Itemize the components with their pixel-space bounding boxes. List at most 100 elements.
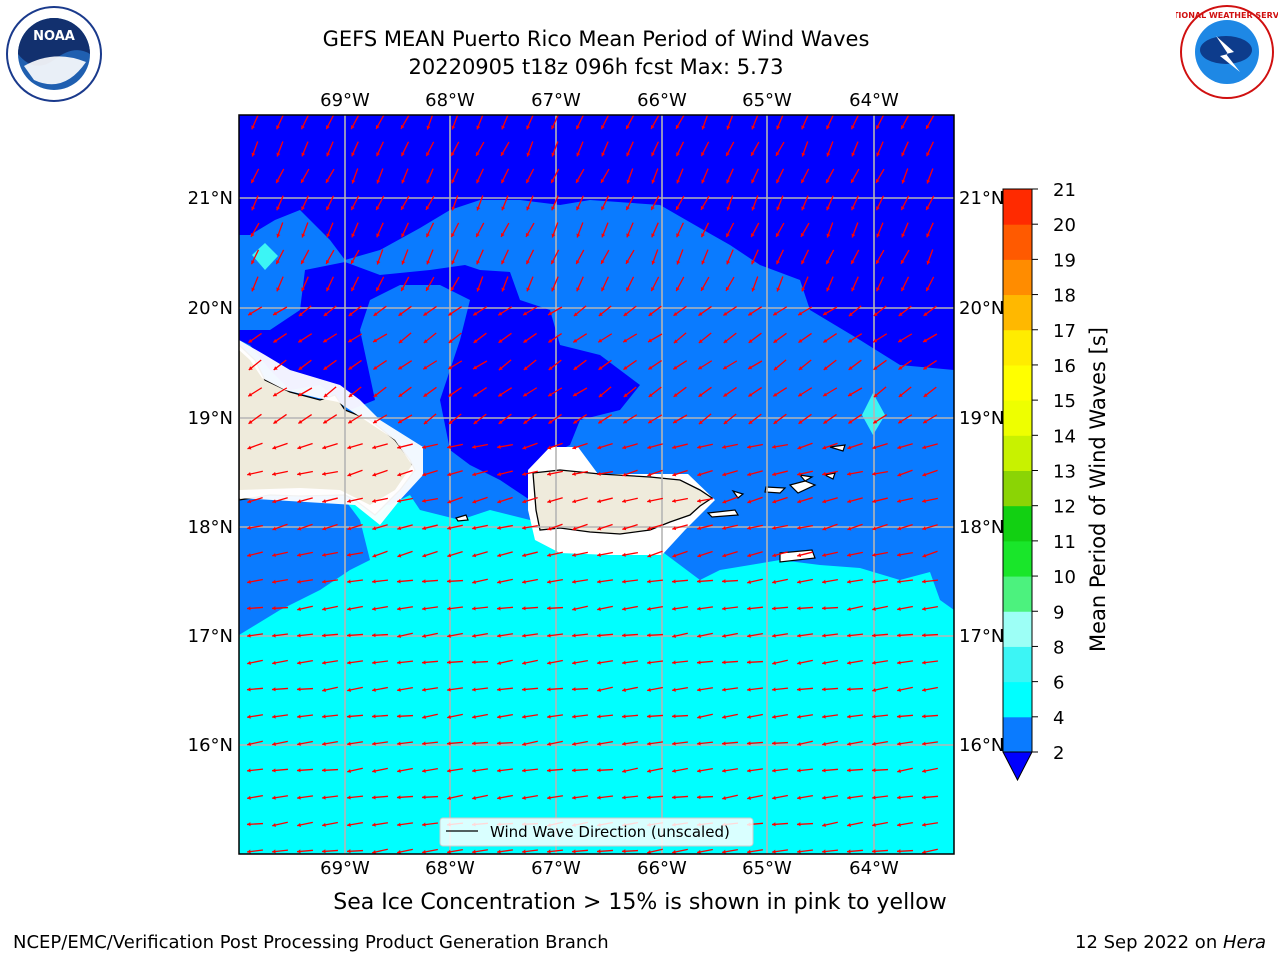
wave-direction-arrowhead [872, 795, 876, 800]
wave-direction-arrowhead [273, 419, 278, 424]
wave-direction-arrowhead [897, 660, 901, 665]
wave-direction-arrowhead [651, 152, 655, 157]
wave-direction-arrowhead [797, 579, 801, 584]
wave-direction-arrowhead [247, 553, 252, 558]
wave-direction-arrowhead [548, 366, 553, 370]
wave-direction-arrowhead [325, 259, 330, 264]
wave-direction-arrowhead [447, 714, 451, 719]
wave-direction-arrowhead [822, 553, 827, 558]
wave-direction-arrowhead [673, 339, 678, 344]
wave-direction-arrowhead [397, 553, 402, 558]
wave-direction-arrowhead [622, 445, 627, 450]
wave-direction-arrowhead [823, 338, 828, 343]
wave-direction-arrowhead [748, 311, 753, 316]
wave-direction-arrowhead [422, 606, 426, 611]
wave-direction-arrowhead [597, 471, 601, 476]
wave-direction-arrowhead [597, 633, 601, 638]
wave-direction-arrowhead [647, 498, 651, 503]
wave-direction-arrowhead [322, 714, 326, 719]
wave-direction-arrowhead [326, 206, 330, 211]
wave-direction-arrowhead [601, 206, 605, 211]
wave-direction-arrowhead [372, 606, 376, 611]
wave-direction-arrowhead [872, 445, 877, 450]
wave-direction-arrowhead [398, 339, 403, 344]
wave-direction-arrowhead [350, 259, 355, 264]
wave-direction-arrowhead [700, 286, 705, 291]
wave-direction-arrowhead [623, 365, 628, 370]
wave-direction-arrowhead [722, 633, 726, 638]
wave-direction-arrowhead [347, 472, 352, 477]
wave-direction-arrowhead [572, 552, 576, 557]
wave-direction-arrowhead [376, 152, 380, 157]
wave-direction-arrowhead [323, 312, 328, 317]
colorbar-tick-label: 6 [1053, 673, 1064, 694]
wave-direction-arrowhead [697, 553, 702, 558]
wave-direction-arrowhead [851, 125, 855, 130]
wave-direction-arrowhead [898, 365, 903, 370]
wave-direction-arrowhead [897, 499, 902, 504]
wave-direction-arrowhead [772, 714, 776, 719]
colorbar-tick-label: 10 [1053, 567, 1076, 588]
wave-direction-arrowhead [751, 125, 756, 130]
wave-direction-arrowhead [747, 741, 751, 746]
wave-direction-arrowhead [423, 311, 428, 316]
wave-direction-arrowhead [701, 152, 705, 157]
wave-direction-arrowhead [497, 579, 501, 584]
wave-direction-arrowhead [801, 260, 805, 265]
wave-direction-arrowhead [622, 552, 626, 557]
wave-direction-arrowhead [601, 152, 606, 157]
wave-direction-arrowhead [522, 579, 526, 584]
wave-direction-arrowhead [447, 687, 451, 692]
wave-direction-arrowhead [247, 525, 251, 530]
wave-direction-arrowhead [673, 419, 678, 424]
wave-direction-arrowhead [698, 339, 703, 344]
wave-direction-arrowhead [272, 633, 276, 638]
wave-direction-arrowhead [476, 179, 480, 184]
wave-direction-arrowhead [922, 795, 926, 800]
wave-direction-arrowhead [476, 287, 481, 292]
footer-date: 12 Sep 2022 on Hera [1075, 932, 1266, 953]
wave-direction-arrowhead [872, 688, 877, 693]
wave-direction-arrowhead [622, 741, 626, 746]
wave-direction-arrowhead [897, 552, 901, 557]
wave-direction-arrowhead [672, 472, 677, 477]
wave-direction-arrowhead [372, 850, 377, 854]
wave-direction-arrowhead [426, 152, 430, 157]
wave-direction-arrowhead [798, 420, 803, 424]
wave-direction-arrowhead [297, 741, 301, 746]
wave-direction-arrowhead [347, 769, 352, 774]
wave-direction-arrowhead [847, 526, 852, 531]
wave-direction-arrowhead [398, 365, 403, 370]
wave-direction-arrowhead [373, 393, 378, 397]
wave-direction-arrowhead [572, 768, 576, 773]
wave-direction-arrowhead [498, 392, 503, 397]
wave-direction-arrowhead [401, 152, 405, 157]
wave-direction-arrowhead [547, 553, 552, 558]
wave-direction-arrowhead [572, 795, 576, 800]
wave-direction-arrowhead [247, 499, 252, 504]
wave-direction-arrowhead [373, 338, 378, 343]
wave-direction-arrowhead [747, 633, 751, 638]
wave-direction-arrowhead [722, 444, 726, 449]
wave-direction-arrowhead [701, 125, 706, 130]
wave-direction-arrowhead [598, 393, 603, 398]
wave-direction-arrowhead [497, 768, 501, 773]
wave-direction-arrowhead [401, 233, 405, 238]
wave-direction-arrowhead [723, 311, 728, 316]
colorbar-tick-label: 18 [1053, 286, 1076, 307]
wave-direction-arrowhead [851, 260, 855, 265]
wave-direction-arrowhead [551, 287, 556, 292]
wave-direction-arrowhead [522, 606, 526, 611]
wave-direction-arrowhead [447, 796, 452, 801]
wave-direction-arrowhead [322, 768, 326, 773]
wave-direction-arrowhead [572, 471, 576, 476]
wave-direction-arrowhead [848, 312, 853, 317]
wave-direction-arrowhead [747, 714, 751, 719]
wave-direction-arrowhead [276, 287, 281, 292]
wave-direction-arrowhead [476, 206, 481, 211]
wave-direction-arrowhead [897, 822, 901, 827]
wave-direction-arrowhead [397, 526, 402, 531]
wave-direction-arrowhead [922, 472, 927, 477]
wave-direction-arrowhead [926, 206, 930, 211]
wave-direction-arrowhead [922, 714, 926, 719]
